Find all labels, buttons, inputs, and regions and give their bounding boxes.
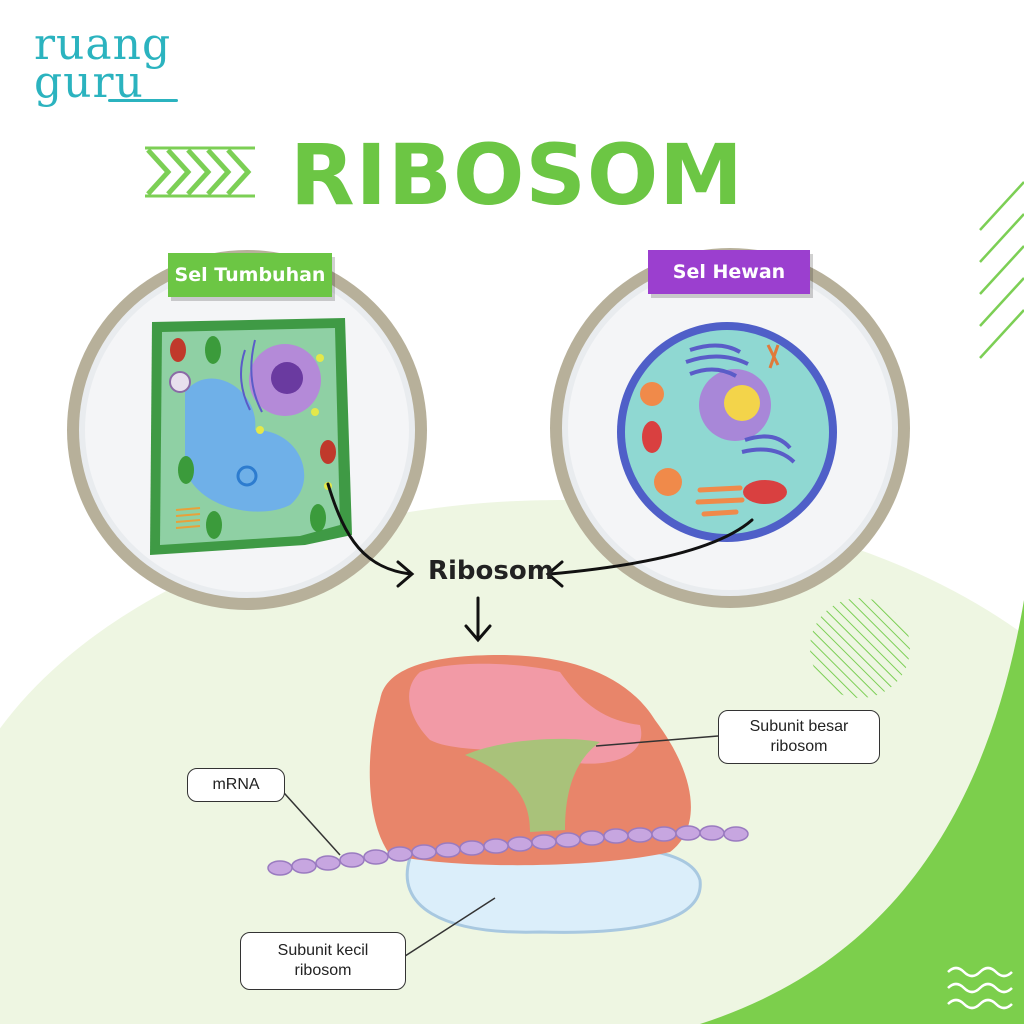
arrow-from-animal <box>548 518 754 576</box>
logo-line-1: ruang <box>34 19 172 70</box>
large-subunit-line-2: ribosom <box>770 738 828 755</box>
plant-cell-lens <box>67 250 427 610</box>
arrows <box>326 482 754 643</box>
large-subunit-line-1: Subunit besar <box>749 718 849 735</box>
arrow-from-plant <box>326 482 412 576</box>
mrna-callout: mRNA <box>187 768 285 802</box>
page-title: RIBOSOM <box>290 126 744 224</box>
title-chevrons <box>146 148 252 196</box>
ribosome-illustration <box>267 655 749 934</box>
leader-lines <box>275 735 719 959</box>
mrna-callout-text: mRNA <box>212 776 260 793</box>
logo-underline <box>108 99 178 102</box>
ribosome-label: Ribosom <box>428 556 554 586</box>
mrna-strand <box>267 825 749 876</box>
large-subunit-callout: Subunit besar ribosom <box>718 710 880 764</box>
hatched-circle <box>810 598 910 698</box>
small-subunit-line-1: Subunit kecil <box>277 942 369 959</box>
green-corner-wedge <box>700 600 1024 1024</box>
wavy-lines <box>947 966 1013 1010</box>
diagonal-stripes <box>979 181 1024 359</box>
small-subunit-line-2: ribosom <box>294 962 352 979</box>
ruangguru-logo: ruang guru <box>34 23 171 108</box>
vacuole <box>185 378 305 512</box>
small-subunit-callout: Subunit kecil ribosom <box>240 932 406 990</box>
animal-cell-tag: Sel Hewan <box>648 250 810 294</box>
logo-line-2: guru <box>34 57 144 108</box>
animal-cell-lens <box>550 248 910 608</box>
plant-cell-tag: Sel Tumbuhan <box>168 253 332 297</box>
